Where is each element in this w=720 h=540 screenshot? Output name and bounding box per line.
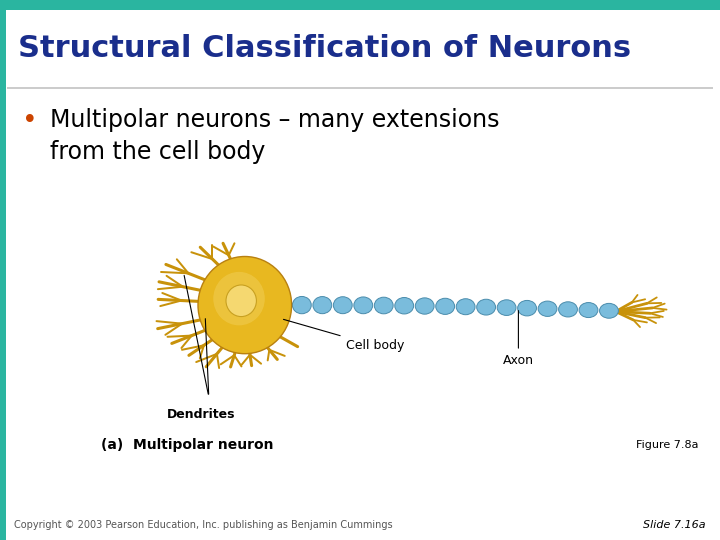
- Ellipse shape: [559, 302, 577, 317]
- Text: from the cell body: from the cell body: [50, 140, 266, 164]
- Bar: [0, 0, 720, 10]
- Bar: [7, 87, 713, 89]
- Text: Figure 7.8a: Figure 7.8a: [636, 441, 698, 450]
- Ellipse shape: [600, 303, 618, 318]
- Text: Axon: Axon: [503, 310, 534, 367]
- Ellipse shape: [213, 272, 265, 325]
- Text: Multipolar neurons – many extensions: Multipolar neurons – many extensions: [50, 108, 500, 132]
- Ellipse shape: [436, 298, 454, 314]
- Ellipse shape: [354, 297, 373, 314]
- Ellipse shape: [415, 298, 434, 314]
- Text: Cell body: Cell body: [284, 319, 404, 352]
- Bar: [0, 0, 6, 540]
- Ellipse shape: [333, 296, 352, 314]
- Text: (a)  Multipolar neuron: (a) Multipolar neuron: [101, 438, 274, 453]
- Ellipse shape: [518, 300, 536, 316]
- Ellipse shape: [313, 296, 332, 314]
- Ellipse shape: [198, 256, 292, 354]
- Text: Slide 7.16a: Slide 7.16a: [643, 520, 706, 530]
- Ellipse shape: [374, 297, 393, 314]
- Ellipse shape: [538, 301, 557, 316]
- Ellipse shape: [579, 302, 598, 318]
- Ellipse shape: [456, 299, 475, 315]
- Ellipse shape: [226, 285, 256, 316]
- Ellipse shape: [292, 296, 311, 314]
- Text: •: •: [22, 109, 37, 134]
- Text: Dendrites: Dendrites: [167, 408, 236, 421]
- Ellipse shape: [395, 298, 413, 314]
- Ellipse shape: [498, 300, 516, 315]
- Text: Copyright © 2003 Pearson Education, Inc. publishing as Benjamin Cummings: Copyright © 2003 Pearson Education, Inc.…: [14, 520, 393, 530]
- Ellipse shape: [477, 299, 495, 315]
- Text: Structural Classification of Neurons: Structural Classification of Neurons: [18, 34, 631, 63]
